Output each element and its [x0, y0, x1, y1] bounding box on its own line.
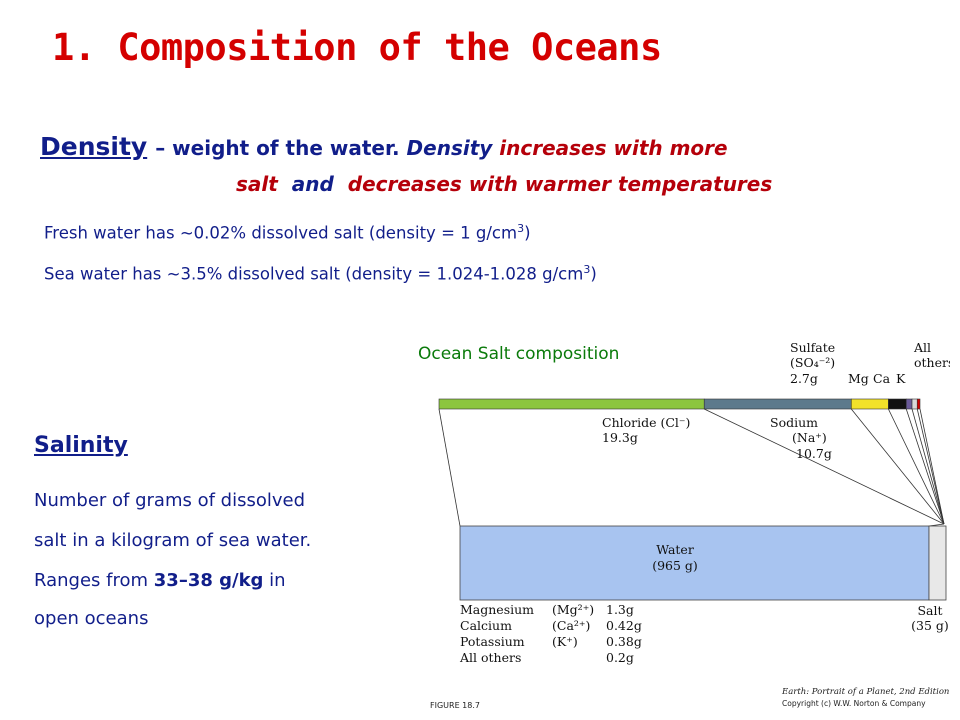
- fan-line-5: [916, 408, 945, 525]
- density-term: Density: [40, 132, 148, 161]
- fresh-close-paren: ): [524, 223, 531, 243]
- table-row-all-others-value: 0.2g: [606, 650, 634, 665]
- table-row-magnesium-formula: (Mg²⁺): [552, 602, 594, 617]
- salinity-line-3: Ranges from 33–38 g/kg in: [34, 570, 286, 591]
- credit-line-2: Copyright (c) W.W. Norton & Company: [782, 699, 926, 708]
- label-mg: Mg: [848, 371, 869, 386]
- table-row-potassium-formula: (K⁺): [552, 634, 578, 649]
- kg-bar-salt: [928, 525, 947, 601]
- salt-bar-ca: [905, 398, 913, 410]
- fresh-water-fact: Fresh water has ~0.02% dissolved salt (d…: [44, 222, 531, 243]
- density-phrase-decreases: decreases with warmer temperatures: [347, 172, 773, 196]
- label-sulfate: Sulfate: [790, 340, 835, 355]
- salt-bar-sodium: [703, 398, 852, 410]
- fan-line-2: [888, 408, 945, 525]
- density-dash: –: [155, 136, 166, 160]
- label-k: K: [896, 371, 906, 386]
- label-others: others: [914, 355, 950, 370]
- sea-close-paren: ): [590, 264, 597, 284]
- label-water: Water: [656, 542, 694, 557]
- density-definition-text: weight of the water.: [165, 136, 407, 160]
- label-ca: Ca: [873, 371, 891, 386]
- sea-water-text: Sea water has ~3.5% dissolved salt (dens…: [44, 264, 584, 284]
- table-row-potassium-name: Potassium: [460, 634, 525, 649]
- table-row-magnesium-name: Magnesium: [460, 602, 534, 617]
- table-row-magnesium-value: 1.3g: [606, 602, 634, 617]
- label-sodium-formula: (Na⁺): [792, 430, 827, 445]
- label-sulfate-value: 2.7g: [790, 371, 818, 386]
- kg-bar-water: [459, 525, 930, 601]
- salinity-range-value: 33–38 g/kg: [153, 570, 264, 591]
- density-phrase-salt: salt: [236, 172, 278, 196]
- fan-line-4: [911, 408, 945, 525]
- sea-water-fact: Sea water has ~3.5% dissolved salt (dens…: [44, 263, 597, 284]
- salt-composition-figure: Chloride (Cl⁻)19.3g Sodium(Na⁺)10.7g Sulfa…: [430, 340, 950, 710]
- salinity-line-4: open oceans: [34, 608, 149, 629]
- label-all: All: [913, 340, 931, 355]
- label-sodium: Sodium: [770, 415, 818, 430]
- table-row-potassium-value: 0.38g: [606, 634, 642, 649]
- figure-label: FIGURE 18.7: [430, 701, 480, 710]
- salinity-heading: Salinity: [34, 433, 128, 458]
- sea-cube-exponent: 3: [583, 263, 591, 276]
- label-chloride: Chloride (Cl⁻): [602, 415, 690, 430]
- density-definition: Density – weight of the water. Density in…: [40, 132, 920, 161]
- density-phrase-and: and: [291, 172, 334, 196]
- chart-title: Ocean Salt composition: [418, 344, 620, 364]
- kilogram-bar: [459, 525, 947, 601]
- density-phrase-increases: increases with more: [492, 136, 728, 160]
- table-row-calcium-value: 0.42g: [606, 618, 642, 633]
- fan-line-3: [905, 408, 945, 525]
- table-row-all-others-name: All others: [459, 650, 521, 665]
- density-definition-continued: salt and decreases with warmer temperatu…: [236, 172, 772, 196]
- label-water-value: (965 g): [652, 558, 698, 573]
- fan-line-left: [438, 408, 461, 527]
- fan-line-0: [704, 408, 945, 525]
- fan-line-1: [850, 408, 945, 525]
- label-salt: Salt: [917, 603, 942, 618]
- table-row-calcium-formula: (Ca²⁺): [552, 618, 590, 633]
- table-row-calcium-name: Calcium: [460, 618, 512, 633]
- salt-bar-mg: [888, 398, 907, 410]
- fresh-cube-exponent: 3: [517, 222, 525, 235]
- label-sodium-value: 10.7g: [796, 446, 832, 461]
- fan-lines: [438, 408, 945, 527]
- salt-bar: [438, 398, 921, 410]
- page-title: 1. Composition of the Oceans: [52, 26, 662, 69]
- fresh-water-text: Fresh water has ~0.02% dissolved salt (d…: [44, 223, 518, 243]
- label-chloride-value: 19.3g: [602, 430, 638, 445]
- salt-bar-k: [911, 398, 918, 410]
- fan-line-6: [919, 408, 945, 525]
- salinity-range-suffix: in: [263, 570, 286, 591]
- salt-bar-all-others: [916, 398, 921, 410]
- credit-line-1: Earth: Portrait of a Planet, 2nd Edition: [781, 687, 949, 697]
- label-salt-value: (35 g): [911, 618, 949, 633]
- salinity-range-prefix: Ranges from: [34, 570, 154, 591]
- label-sulfate-formula: (SO₄⁻²): [790, 355, 835, 370]
- salt-bar-sulfate: [850, 398, 889, 410]
- salinity-line-2: salt in a kilogram of sea water.: [34, 530, 312, 551]
- salt-bar-chloride: [438, 398, 705, 410]
- density-phrase-density: Density: [406, 136, 493, 160]
- salinity-line-1: Number of grams of dissolved: [34, 490, 306, 511]
